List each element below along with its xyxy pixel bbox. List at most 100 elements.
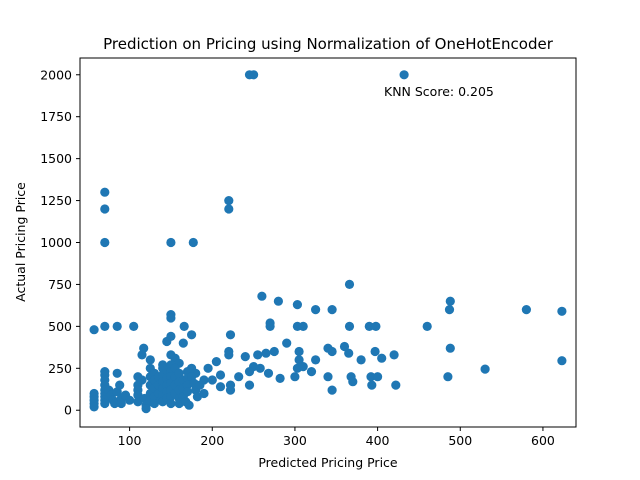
scatter-point (282, 338, 292, 348)
scatter-point (203, 363, 213, 373)
scatter-point (100, 187, 110, 197)
scatter-point (137, 375, 147, 385)
x-tick-label: 600 (531, 433, 555, 448)
scatter-point (253, 350, 263, 360)
scatter-point (389, 350, 399, 360)
scatter-point (364, 321, 374, 331)
scatter-point (178, 338, 188, 348)
scatter-point (370, 346, 380, 357)
scatter-point (444, 305, 455, 315)
scatter-point (373, 372, 383, 382)
scatter-point (290, 372, 300, 382)
scatter-point (327, 385, 337, 395)
scatter-point (306, 367, 317, 377)
scatter-point (311, 355, 321, 365)
scatter-point (257, 291, 267, 301)
scatter-point (480, 364, 490, 374)
scatter-point (344, 279, 355, 289)
scatter-point (327, 346, 337, 357)
scatter-point (166, 398, 176, 409)
scatter-point (199, 388, 209, 399)
scatter-point (224, 350, 234, 360)
scatter-point (182, 387, 193, 397)
scatter-point (348, 377, 358, 387)
chart-title: Prediction on Pricing using Normalizatio… (103, 35, 554, 53)
x-tick-label: 300 (283, 433, 307, 448)
scatter-point (112, 368, 122, 378)
scatter-point (125, 395, 135, 405)
y-tick-label: 1500 (40, 151, 72, 166)
x-tick-label: 200 (200, 433, 224, 448)
scatter-point (174, 368, 184, 378)
scatter-point (166, 237, 176, 248)
scatter-point (112, 321, 122, 331)
scatter-point (215, 382, 226, 392)
scatter-point (110, 398, 120, 409)
scatter-point (367, 380, 377, 390)
scatter-point (224, 196, 234, 206)
scatter-point (240, 352, 250, 362)
scatter-point (327, 305, 337, 315)
scatter-point (366, 372, 376, 382)
scatter-point (261, 348, 271, 358)
y-tick-label: 0 (64, 403, 72, 418)
scatter-point (100, 398, 110, 409)
x-axis: 100 200 300 400 500 600 (118, 427, 555, 448)
scatter-point (273, 296, 283, 306)
y-axis-label: Actual Pricing Price (13, 182, 28, 302)
scatter-point (195, 380, 205, 390)
scatter-point (371, 321, 381, 331)
scatter-point (166, 313, 176, 323)
x-tick-label: 500 (448, 433, 472, 448)
scatter-point (115, 380, 125, 390)
scatter-point (263, 368, 274, 378)
scatter-point (521, 305, 532, 315)
data-points (89, 70, 567, 414)
scatter-point (89, 402, 99, 412)
scatter-point (391, 380, 401, 390)
y-tick-label: 2000 (40, 67, 72, 82)
scatter-point (339, 341, 350, 352)
x-tick-label: 400 (366, 433, 390, 448)
scatter-point (225, 330, 236, 340)
scatter-point (187, 330, 197, 340)
scatter-point (207, 375, 217, 385)
scatter-point (225, 385, 236, 395)
scatter-point (89, 325, 99, 335)
scatter-point (292, 300, 302, 310)
scatter-point (249, 70, 259, 80)
y-tick-label: 1250 (40, 193, 72, 208)
knn-score-annotation: KNN Score: 0.205 (384, 84, 494, 99)
y-tick-label: 1750 (40, 109, 72, 124)
scatter-point (377, 353, 387, 363)
scatter-point (244, 367, 255, 377)
scatter-point (224, 204, 234, 214)
scatter-point (179, 321, 189, 331)
scatter-point (244, 380, 255, 390)
scatter-point (100, 237, 110, 248)
x-axis-label: Predicted Pricing Price (258, 455, 398, 470)
scatter-point (184, 400, 194, 410)
scatter-point (422, 321, 432, 331)
scatter-point (162, 336, 172, 347)
y-tick-label: 750 (48, 277, 72, 292)
scatter-point (356, 355, 366, 365)
scatter-point (344, 348, 354, 358)
y-tick-label: 500 (48, 319, 72, 334)
scatter-point (100, 204, 110, 214)
scatter-point (399, 70, 409, 80)
scatter-point (137, 350, 147, 360)
scatter-point (234, 372, 244, 382)
scatter-point (255, 363, 265, 373)
scatter-point (275, 373, 285, 383)
scatter-point (215, 370, 226, 380)
scatter-point (445, 343, 455, 353)
scatter-point (141, 404, 151, 414)
y-axis: 0 250 500 750 1000 1250 1500 1750 2000 (40, 67, 80, 418)
scatter-point (269, 346, 279, 357)
scatter-point (344, 321, 355, 331)
scatter-point (557, 356, 567, 366)
scatter-point (145, 355, 155, 365)
y-tick-label: 1000 (40, 235, 72, 250)
